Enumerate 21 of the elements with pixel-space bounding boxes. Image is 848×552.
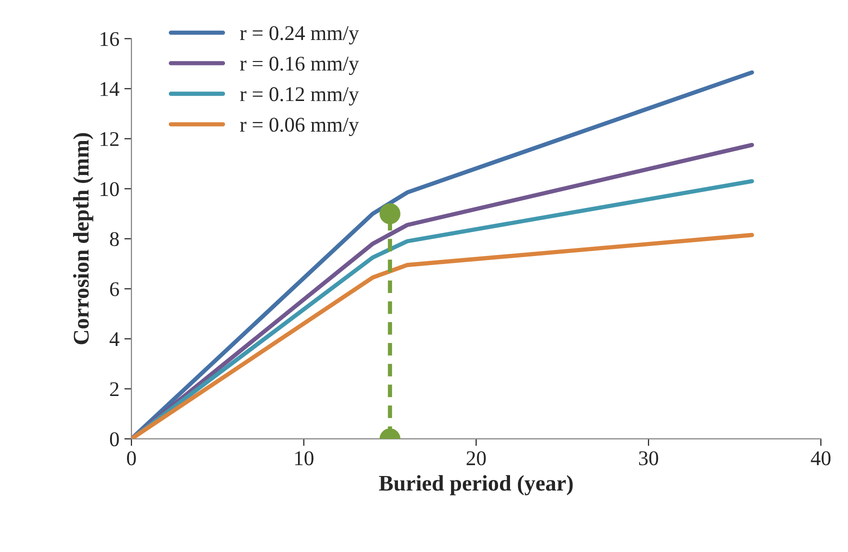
legend-label: r = 0.24 mm/y [240,26,359,44]
line-series [131,232,754,439]
y-tick-label: 4 [110,332,120,346]
y-axis-title: Corrosion depth (mm) [73,133,94,344]
y-tick-label: 10 [100,182,119,196]
y-tick-label: 0 [110,432,119,446]
x-tick-label: 30 [639,451,658,466]
legend-label: r = 0.06 mm/y [240,118,359,136]
legend-label: r = 0.12 mm/y [240,87,359,106]
y-tick-label: 2 [110,382,118,396]
x-tick-label: 40 [810,451,830,466]
legend-label: r = 0.16 mm/y [240,56,359,75]
x-tick-label: 0 [127,451,136,466]
x-tick-label: 10 [295,451,314,466]
y-tick-label: 16 [100,32,120,46]
y-tick-label: 12 [100,132,118,146]
x-tick-label: 20 [466,451,486,466]
y-tick-label: 8 [110,232,119,246]
y-tick-label: 14 [100,82,120,96]
y-tick-label: 6 [110,282,120,296]
x-axis-title: Buried period (year) [379,475,573,496]
